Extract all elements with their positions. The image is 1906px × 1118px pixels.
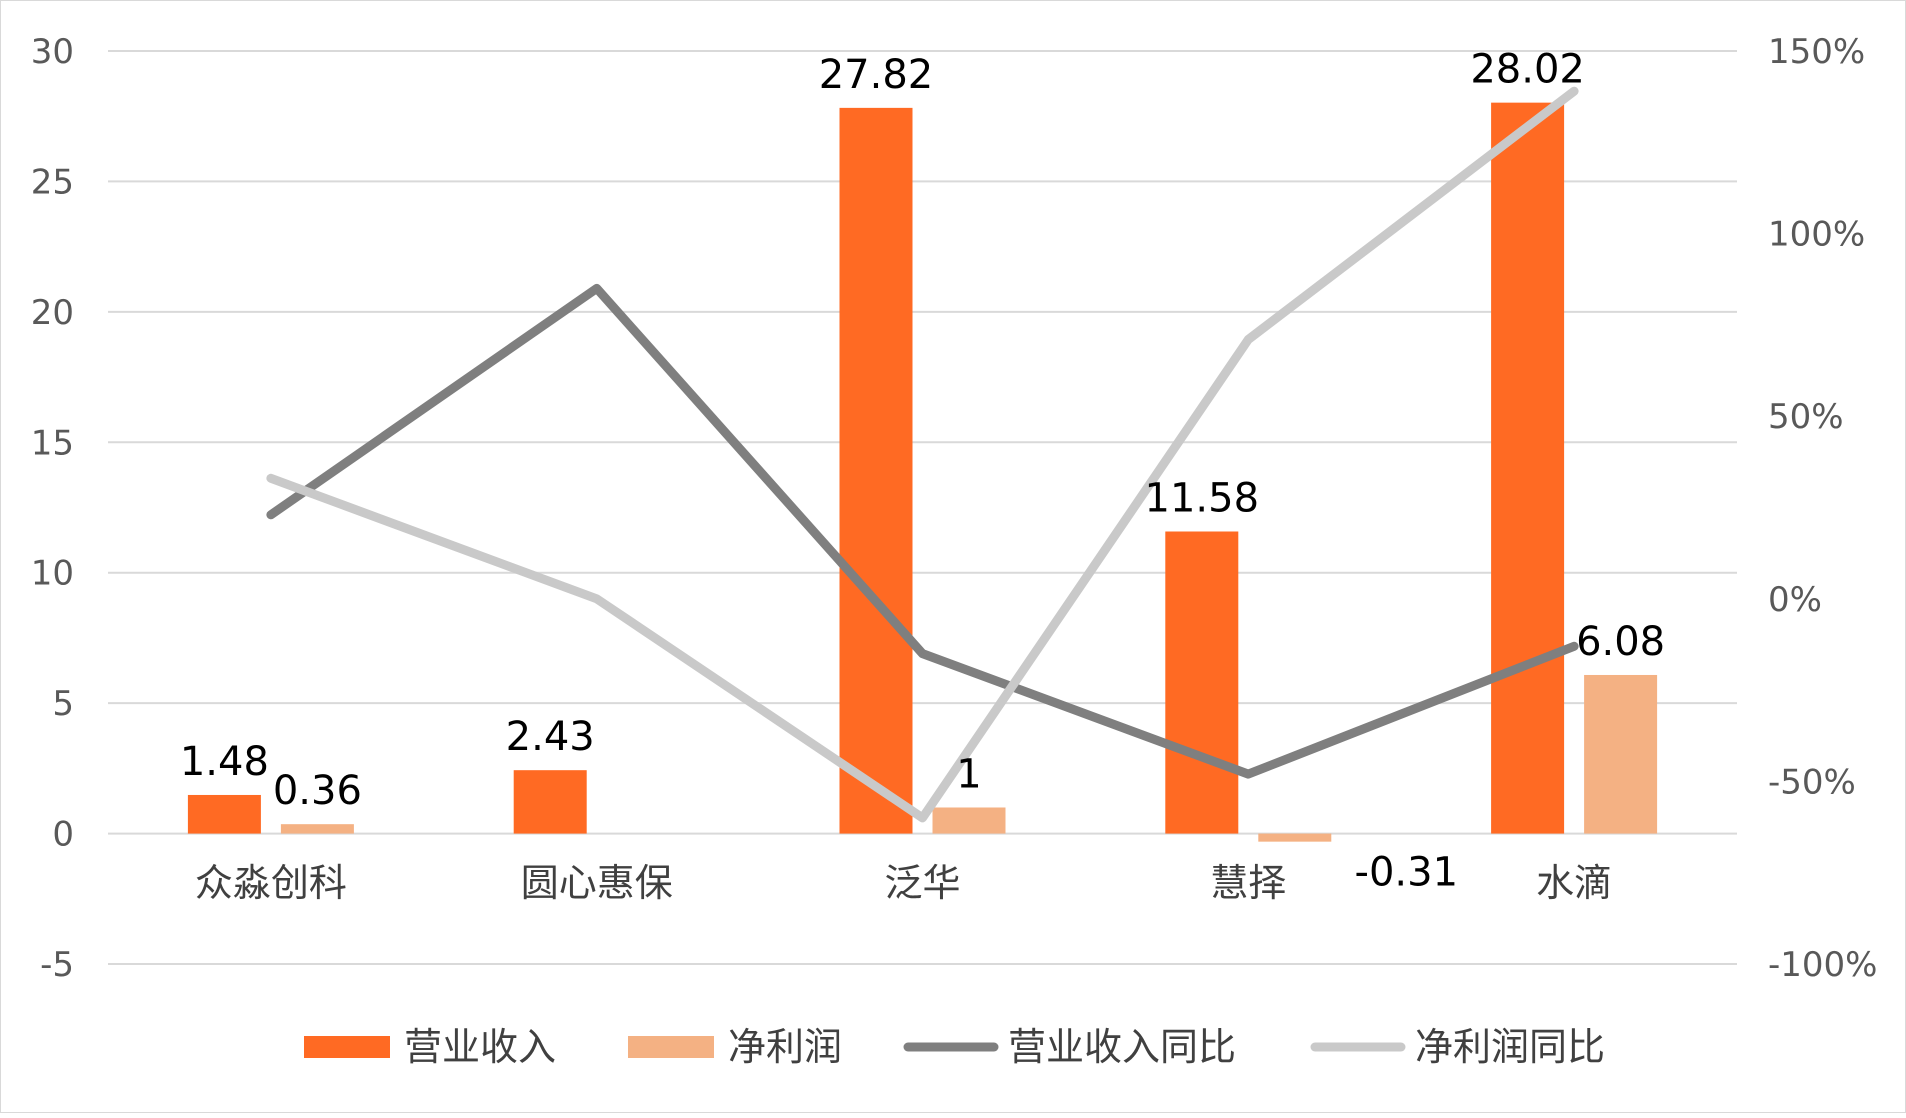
legend-label: 营业收入	[404, 1025, 556, 1069]
left-tick-label: -5	[40, 945, 74, 985]
point-net-profit-yoy	[1573, 90, 1576, 93]
point-revenue-yoy	[269, 513, 272, 516]
bar-net-profit	[280, 824, 354, 834]
right-axis-ticks: 150% 100% 50% 0% -50% -100%	[1768, 32, 1877, 985]
category-label: 泛华	[884, 861, 960, 905]
data-label-revenue: 2.43	[506, 714, 595, 760]
right-tick-label: -100%	[1768, 945, 1877, 985]
left-tick-label: 30	[31, 32, 74, 72]
category-labels: 众淼创科 圆心惠保 泛华 慧择 水滴	[195, 861, 1612, 905]
legend-swatch	[304, 1036, 390, 1058]
data-label-net-profit: -0.31	[1355, 850, 1459, 896]
data-label-net-profit: 6.08	[1576, 619, 1665, 665]
point-net-profit-yoy	[269, 477, 272, 480]
legend-swatch	[628, 1036, 714, 1058]
data-labels: 1.48 2.43 27.82 11.58 28.02 0.36 1 -0.31 6.08	[180, 47, 1665, 896]
bar-revenue	[1165, 531, 1239, 834]
bar-net-profit	[932, 807, 1006, 834]
right-tick-label: 0%	[1768, 580, 1822, 620]
data-label-net-profit: 0.36	[273, 768, 362, 814]
category-label: 慧择	[1210, 861, 1286, 905]
bars	[187, 102, 1658, 842]
point-net-profit-yoy	[595, 597, 598, 600]
bar-revenue	[187, 794, 261, 834]
left-tick-label: 20	[31, 293, 74, 333]
point-net-profit-yoy	[921, 816, 924, 819]
legend-label: 净利润	[728, 1025, 842, 1069]
right-tick-label: 50%	[1768, 397, 1844, 437]
left-tick-label: 15	[31, 423, 74, 463]
left-tick-label: 0	[52, 815, 74, 855]
legend-label: 净利润同比	[1415, 1025, 1605, 1069]
right-tick-label: -50%	[1768, 762, 1856, 802]
left-tick-label: 10	[31, 554, 74, 594]
category-label: 圆心惠保	[521, 861, 673, 905]
lines	[266, 86, 1579, 823]
data-label-revenue: 28.02	[1470, 47, 1585, 93]
point-revenue-yoy	[921, 652, 924, 655]
bar-revenue	[513, 770, 587, 834]
point-net-profit-yoy	[1247, 338, 1250, 341]
legend-item: 营业收入同比	[903, 1025, 1236, 1069]
bar-net-profit	[1258, 833, 1332, 842]
bar-revenue	[839, 107, 913, 834]
legend-item: 营业收入	[304, 1025, 556, 1069]
right-tick-label: 150%	[1768, 32, 1865, 72]
legend-label: 营业收入同比	[1008, 1025, 1236, 1069]
left-tick-label: 5	[52, 684, 74, 724]
data-label-revenue: 1.48	[180, 739, 269, 785]
data-label-revenue: 27.82	[819, 52, 934, 98]
data-label-revenue: 11.58	[1145, 475, 1260, 521]
point-revenue-yoy	[1247, 773, 1250, 776]
right-tick-label: 100%	[1768, 215, 1865, 255]
left-tick-label: 25	[31, 162, 74, 202]
data-label-net-profit: 1	[956, 751, 981, 797]
bar-net-profit	[1584, 674, 1658, 834]
category-label: 水滴	[1536, 861, 1612, 905]
legend: 营业收入 净利润 营业收入同比 净利润同比	[304, 1025, 1605, 1069]
point-revenue-yoy	[1573, 645, 1576, 648]
left-axis-ticks: 30 25 20 15 10 5 0 -5	[31, 32, 74, 985]
bar-revenue	[1491, 102, 1565, 834]
category-label: 众淼创科	[195, 861, 347, 905]
legend-item: 净利润同比	[1310, 1025, 1605, 1069]
legend-item: 净利润	[628, 1025, 842, 1069]
point-revenue-yoy	[595, 287, 598, 290]
